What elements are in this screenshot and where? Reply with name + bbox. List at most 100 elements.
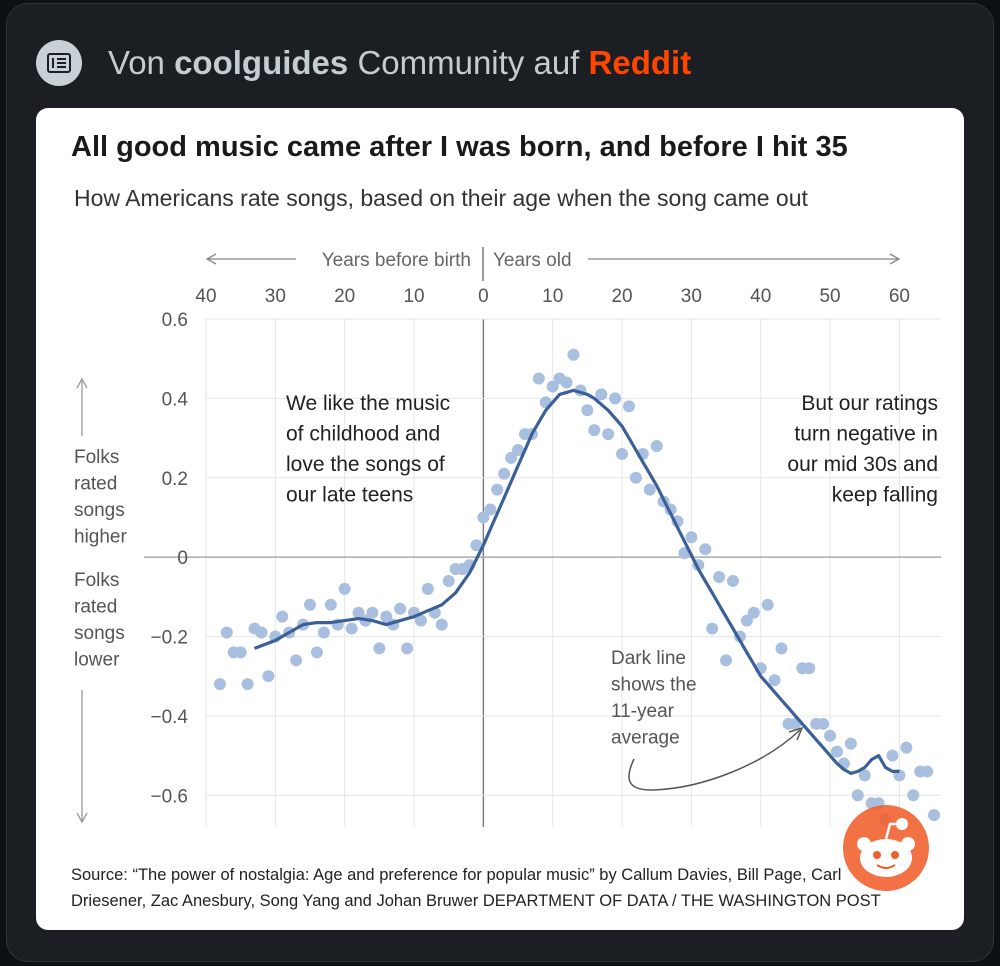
platform-link[interactable]: Reddit	[588, 44, 692, 81]
data-point	[234, 646, 247, 659]
data-point	[699, 543, 712, 556]
data-point	[740, 614, 753, 627]
y-label-line: rated	[74, 474, 117, 495]
data-point	[310, 646, 323, 659]
x-tick-label: 20	[334, 286, 355, 307]
data-point	[241, 678, 254, 691]
data-point	[622, 400, 635, 413]
data-point	[373, 642, 386, 655]
data-point	[830, 745, 843, 758]
left-arrow-head	[205, 253, 217, 265]
annotation-arrowhead	[788, 726, 804, 741]
data-point	[567, 348, 580, 361]
data-point	[213, 678, 226, 691]
up-arrow-head	[76, 377, 88, 389]
y-tick-label: 0.6	[162, 310, 188, 331]
data-point	[886, 749, 899, 762]
annotation-text: average	[611, 728, 680, 749]
y-label-higher: Folks rated songs higher	[74, 447, 127, 548]
annotation-text: 11-year	[611, 701, 675, 722]
x-tick-label: 50	[819, 286, 840, 307]
years-before-birth-label: Years before birth	[322, 250, 471, 271]
data-point	[928, 809, 941, 822]
data-point	[775, 642, 788, 655]
source-line: Source: “The power of nostalgia: Age and…	[71, 866, 841, 884]
data-point	[921, 765, 934, 778]
community-link[interactable]: coolguides	[174, 44, 349, 81]
x-tick-label: 40	[195, 286, 216, 307]
data-point	[338, 582, 351, 595]
data-point	[498, 467, 511, 480]
header-prefix: Von	[108, 44, 165, 81]
x-tick-label: 20	[611, 286, 632, 307]
annotation-left: We like the music of childhood and love th…	[286, 392, 450, 507]
data-point	[803, 662, 816, 675]
data-point	[317, 626, 330, 639]
data-point	[484, 503, 497, 516]
annotation-arrow	[628, 729, 801, 791]
data-point	[220, 626, 233, 639]
data-point	[747, 606, 760, 619]
annotation-text: We like the music	[286, 392, 450, 415]
data-point	[650, 440, 663, 452]
x-tick-label: 60	[889, 286, 910, 307]
chart-card: All good music came after I was born, an…	[36, 108, 964, 930]
annotation-line-note: Dark line shows the 11-year average	[611, 648, 697, 749]
data-point	[844, 737, 857, 750]
header-middle: Community auf	[357, 44, 580, 81]
x-tick-label: 30	[681, 286, 702, 307]
y-tick-label: 0.2	[162, 469, 188, 490]
data-point	[726, 574, 739, 587]
data-point	[255, 626, 268, 639]
y-label-line: Folks	[74, 447, 119, 468]
community-line: Von coolguides Community auf Reddit	[108, 44, 691, 82]
x-tick-label: 10	[403, 286, 424, 307]
data-point	[768, 674, 781, 687]
data-point	[366, 606, 379, 619]
data-point	[546, 380, 559, 393]
right-arrow-head	[889, 253, 901, 265]
source-line: Driesener, Zac Anesbury, Song Yang and J…	[71, 892, 881, 910]
data-point	[262, 670, 275, 683]
data-point	[595, 388, 608, 401]
chart-title: All good music came after I was born, an…	[71, 131, 848, 163]
source-note: Source: “The power of nostalgia: Age and…	[71, 866, 881, 910]
annotation-text: turn negative in	[794, 423, 938, 446]
annotation-right: But our ratings turn negative in our mid 3…	[787, 392, 938, 507]
news-feed-icon[interactable]	[36, 40, 82, 86]
data-point	[421, 582, 434, 595]
annotation-text: our mid 30s and	[787, 453, 938, 476]
chart-subtitle: How Americans rate songs, based on their…	[74, 185, 808, 211]
data-point	[394, 602, 407, 615]
y-label-line: higher	[74, 527, 127, 548]
down-arrow-head	[76, 812, 88, 824]
data-point	[414, 614, 427, 627]
data-point	[401, 642, 414, 655]
data-point	[851, 789, 864, 802]
data-point	[706, 622, 719, 635]
data-point	[685, 531, 698, 544]
data-point	[629, 471, 642, 484]
x-tick-labels: 40 30 20 10 0 10 20 30 40 50 60	[195, 286, 910, 307]
data-point	[276, 610, 289, 623]
data-point	[616, 447, 629, 460]
y-label-line: rated	[74, 597, 117, 618]
annotation-text: of childhood and	[286, 423, 440, 446]
data-point	[491, 483, 504, 496]
data-point	[477, 511, 490, 524]
chart-svg: All good music came after I was born, an…	[71, 131, 941, 910]
data-point	[824, 729, 837, 742]
y-label-line: songs	[74, 500, 125, 521]
y-label-line: songs	[74, 623, 125, 644]
reddit-snoo-icon	[843, 805, 929, 891]
y-tick-label: −0.6	[150, 786, 188, 807]
data-point	[345, 622, 358, 635]
data-point	[505, 451, 518, 464]
data-point	[720, 654, 733, 667]
annotation-text: Dark line	[611, 648, 686, 669]
data-points	[213, 348, 941, 826]
x-tick-label: 0	[478, 286, 489, 307]
y-tick-label: −0.2	[150, 628, 188, 649]
data-point	[532, 372, 545, 385]
data-point	[817, 717, 830, 730]
